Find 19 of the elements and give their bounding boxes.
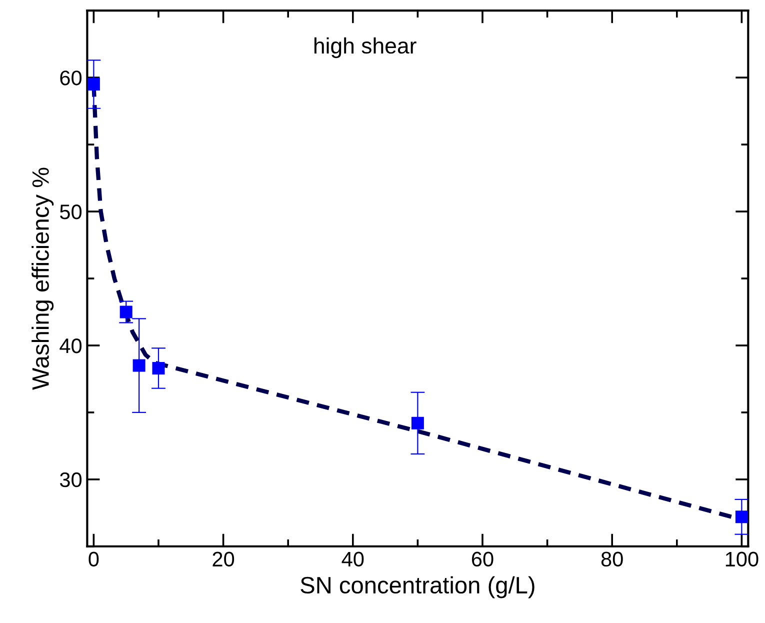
x-tick-label: 20 bbox=[212, 552, 234, 567]
point bbox=[411, 416, 424, 430]
point bbox=[152, 362, 165, 374]
x-tick-label: 80 bbox=[601, 552, 623, 567]
x-tick-label: 60 bbox=[472, 552, 494, 567]
x-tick-label: 40 bbox=[342, 552, 364, 567]
x-tick-label: 0 bbox=[88, 552, 99, 567]
annotation: high shear bbox=[314, 37, 416, 58]
y-tick-label: 50 bbox=[60, 204, 82, 220]
point bbox=[735, 510, 748, 524]
point bbox=[120, 306, 132, 318]
y-tick-label: 60 bbox=[60, 70, 82, 86]
x-axis-title: SN concentration (g/L) bbox=[300, 576, 534, 598]
point bbox=[132, 359, 146, 372]
y-tick-label: 30 bbox=[60, 472, 82, 488]
x-tick-label: 100 bbox=[726, 552, 758, 567]
point bbox=[87, 78, 100, 91]
y-axis-title: Washing efficiency % bbox=[32, 168, 54, 390]
y-tick-label: 40 bbox=[60, 338, 82, 354]
